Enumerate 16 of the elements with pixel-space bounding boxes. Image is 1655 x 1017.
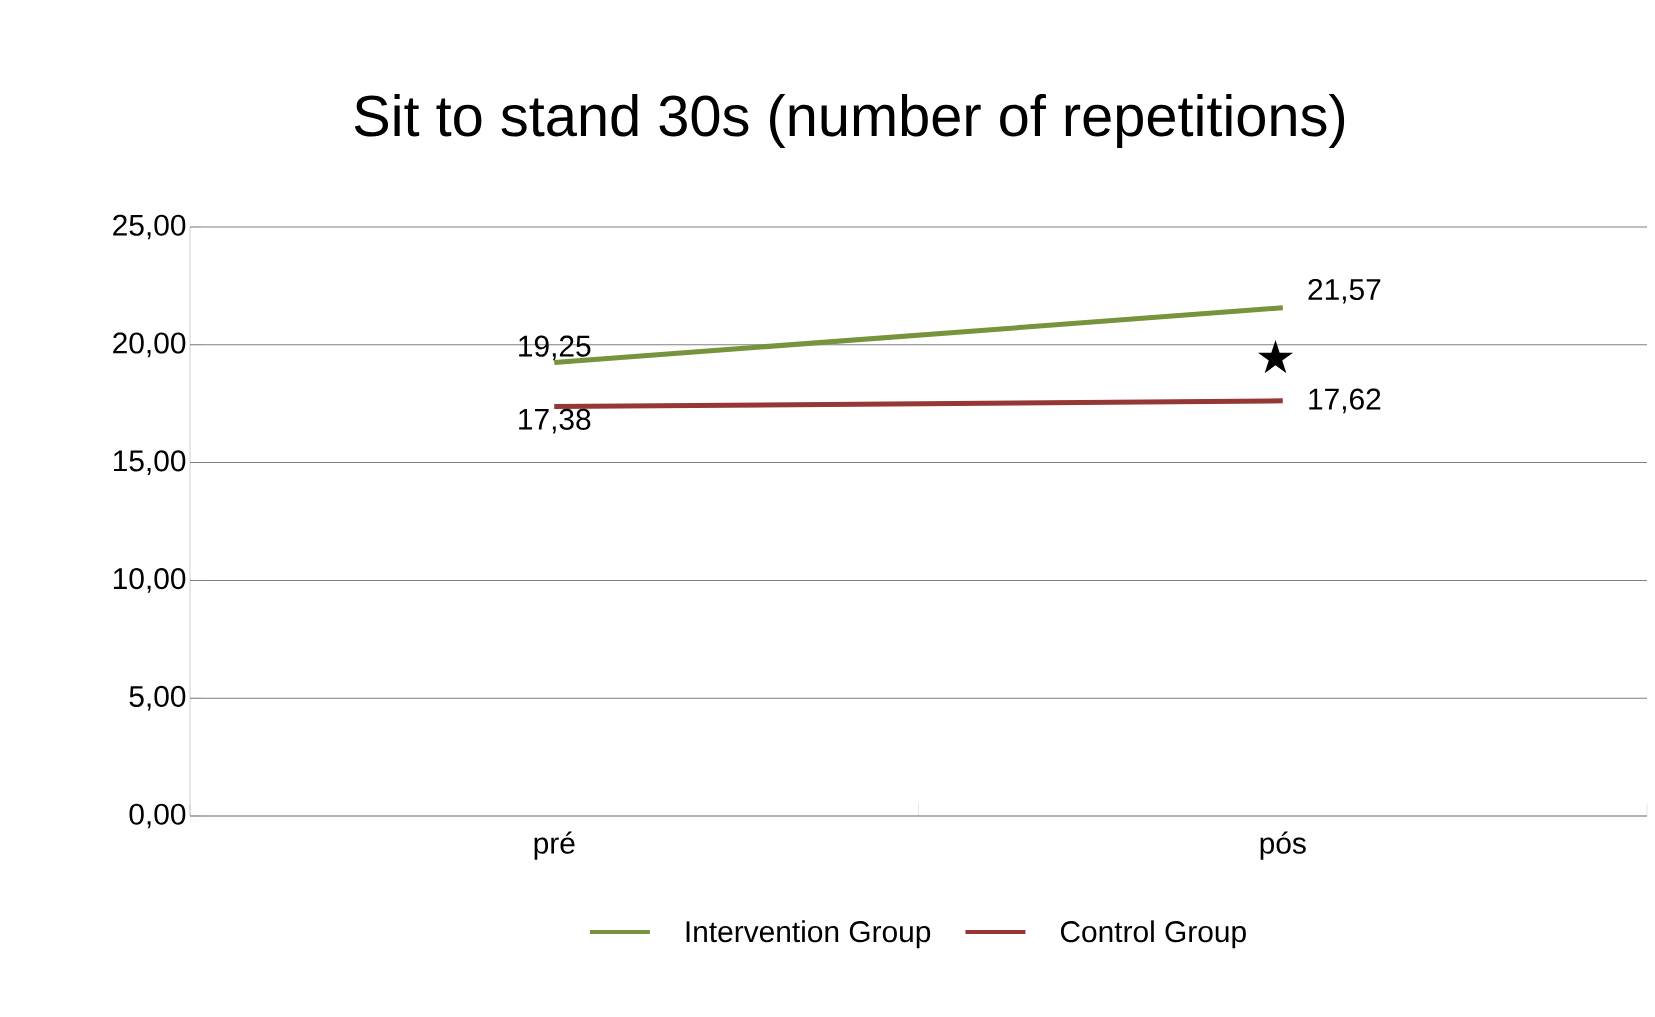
data-label: 17,62 bbox=[1309, 388, 1381, 414]
y-tick-label: 15,00 bbox=[113, 450, 186, 475]
data-label: 17,38 bbox=[519, 408, 591, 434]
y-tick-label: 5,00 bbox=[129, 685, 186, 711]
data-label: 21,57 bbox=[1308, 278, 1381, 304]
x-tick-label: pré bbox=[534, 831, 575, 860]
y-tick-label: 25,00 bbox=[113, 214, 186, 240]
legend-label: Control Group bbox=[1060, 920, 1246, 949]
annotation: ★ bbox=[1257, 339, 1294, 374]
chart-title: Sit to stand 30s (number of repetitions) bbox=[354, 94, 1345, 148]
y-tick-label: 10,00 bbox=[113, 568, 186, 593]
x-tick-label: pós bbox=[1260, 831, 1306, 860]
legend-label: Intervention Group bbox=[686, 920, 931, 949]
y-tick-label: 20,00 bbox=[113, 332, 186, 358]
y-tick-label: 0,00 bbox=[129, 803, 186, 829]
data-label: 19,25 bbox=[519, 335, 591, 361]
